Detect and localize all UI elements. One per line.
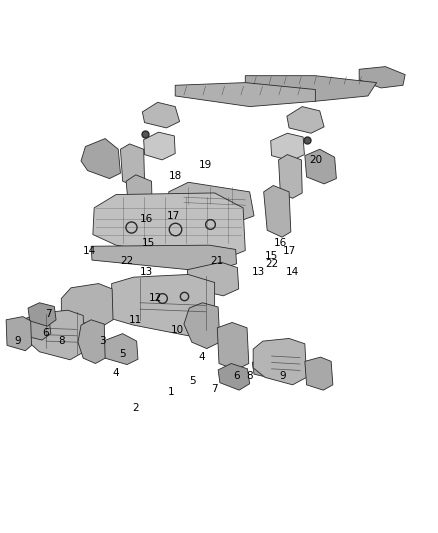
Polygon shape xyxy=(279,155,302,198)
Text: 4: 4 xyxy=(113,368,120,378)
Polygon shape xyxy=(253,338,307,385)
Polygon shape xyxy=(252,355,283,378)
Text: 11: 11 xyxy=(129,315,142,325)
Text: 7: 7 xyxy=(211,384,218,394)
Text: 9: 9 xyxy=(279,371,286,381)
Polygon shape xyxy=(112,274,215,336)
Polygon shape xyxy=(305,149,336,184)
Polygon shape xyxy=(78,320,105,364)
Polygon shape xyxy=(218,364,250,390)
Polygon shape xyxy=(217,322,249,370)
Polygon shape xyxy=(93,193,245,261)
Text: 4: 4 xyxy=(198,352,205,362)
Text: 9: 9 xyxy=(14,336,21,346)
Polygon shape xyxy=(264,185,291,237)
Polygon shape xyxy=(96,334,138,365)
Text: 18: 18 xyxy=(169,171,182,181)
Text: 12: 12 xyxy=(149,294,162,303)
Polygon shape xyxy=(287,107,324,133)
Polygon shape xyxy=(175,83,315,107)
Text: 21: 21 xyxy=(210,256,223,266)
Text: 8: 8 xyxy=(58,336,65,346)
Text: 16: 16 xyxy=(274,238,287,247)
Text: 15: 15 xyxy=(265,251,278,261)
Text: 7: 7 xyxy=(45,310,52,319)
Polygon shape xyxy=(305,357,333,390)
Text: 6: 6 xyxy=(233,371,240,381)
Polygon shape xyxy=(187,262,239,296)
Text: 14: 14 xyxy=(286,267,299,277)
Polygon shape xyxy=(29,310,84,360)
Polygon shape xyxy=(169,182,254,224)
Polygon shape xyxy=(28,303,56,326)
Text: 10: 10 xyxy=(171,326,184,335)
Text: 19: 19 xyxy=(199,160,212,170)
Text: 13: 13 xyxy=(252,267,265,277)
Text: 5: 5 xyxy=(189,376,196,386)
Polygon shape xyxy=(23,314,51,340)
Text: 1: 1 xyxy=(167,387,174,397)
Polygon shape xyxy=(245,76,377,101)
Text: 2: 2 xyxy=(132,403,139,413)
Polygon shape xyxy=(120,144,145,187)
Polygon shape xyxy=(184,303,220,349)
Text: 22: 22 xyxy=(120,256,134,266)
Text: 6: 6 xyxy=(42,328,49,338)
Text: 17: 17 xyxy=(166,211,180,221)
Text: 16: 16 xyxy=(140,214,153,223)
Text: 22: 22 xyxy=(265,259,278,269)
Polygon shape xyxy=(126,175,152,224)
Polygon shape xyxy=(271,133,304,161)
Polygon shape xyxy=(81,139,120,179)
Polygon shape xyxy=(142,102,180,128)
Text: 20: 20 xyxy=(309,155,322,165)
Polygon shape xyxy=(359,67,405,88)
Text: 15: 15 xyxy=(142,238,155,247)
Text: 14: 14 xyxy=(83,246,96,255)
Polygon shape xyxy=(91,245,237,272)
Polygon shape xyxy=(144,132,175,160)
Text: 3: 3 xyxy=(99,336,106,346)
Text: 13: 13 xyxy=(140,267,153,277)
Text: 17: 17 xyxy=(283,246,296,255)
Text: 5: 5 xyxy=(119,350,126,359)
Text: 8: 8 xyxy=(246,371,253,381)
Polygon shape xyxy=(61,284,113,327)
Polygon shape xyxy=(6,317,32,351)
